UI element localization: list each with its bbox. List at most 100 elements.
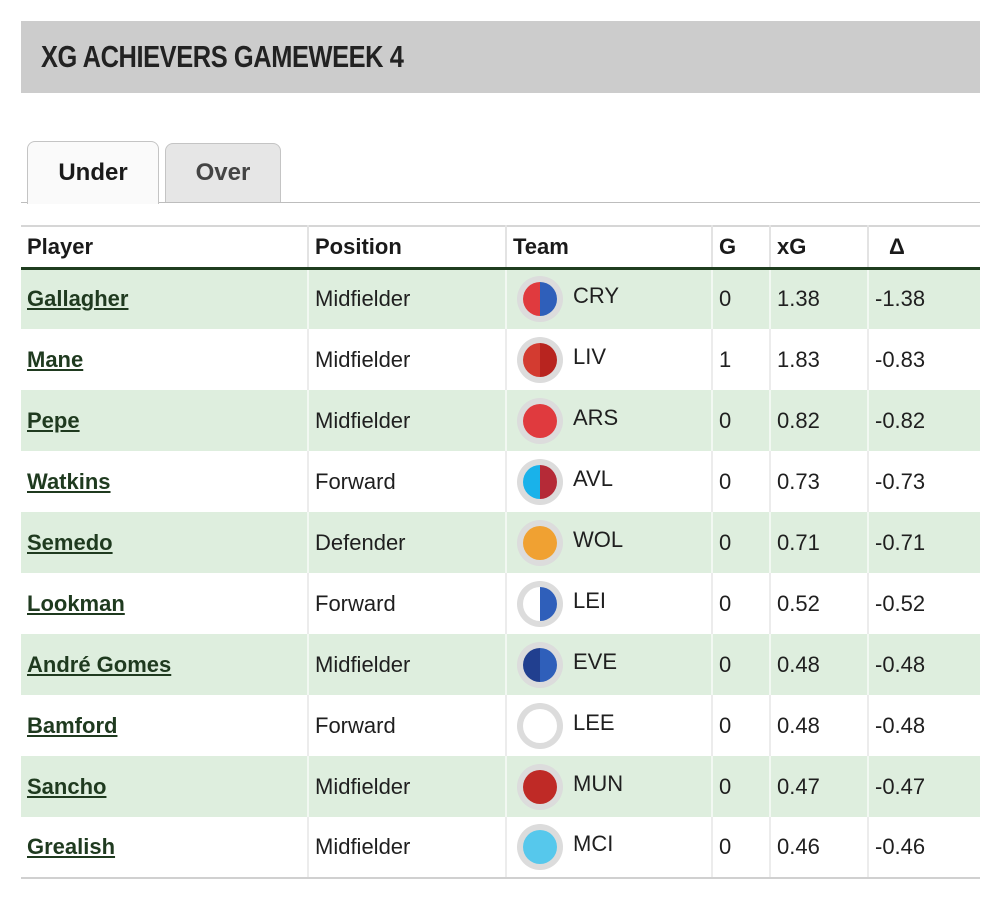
table-header-row: Player Position Team G xG Δ: [21, 225, 980, 270]
team-color-icon: [523, 647, 557, 682]
player-cell: Bamford: [21, 695, 309, 756]
team-cell: WOL: [506, 512, 713, 573]
table-row: Sancho Midfielder MUN 0 0.47 -0.47: [21, 756, 980, 817]
team-cell: MUN: [506, 756, 713, 817]
column-header-xg[interactable]: xG: [770, 225, 869, 270]
team-badge-icon: [517, 824, 563, 870]
xg-cell: 1.83: [770, 329, 869, 390]
player-link[interactable]: Bamford: [27, 712, 118, 738]
team-badge-icon: [517, 763, 563, 810]
team-badge-icon: [517, 702, 563, 749]
team-code: LEE: [573, 709, 615, 735]
team-cell: EVE: [506, 634, 713, 695]
player-cell: Sancho: [21, 756, 309, 817]
player-link[interactable]: Grealish: [27, 834, 116, 859]
position-cell: Forward: [308, 573, 507, 634]
xg-cell: 0.71: [770, 512, 869, 573]
position-cell: Midfielder: [308, 390, 507, 451]
delta-cell: -0.48: [875, 712, 926, 738]
player-cell: Mane: [21, 329, 309, 390]
player-link[interactable]: Pepe: [27, 407, 80, 433]
goals-cell: 0: [712, 817, 771, 879]
delta-cell: -0.83: [875, 346, 926, 372]
player-cell: André Gomes: [21, 634, 309, 695]
player-link[interactable]: Sancho: [27, 773, 107, 799]
column-header-goals[interactable]: G: [712, 225, 771, 270]
team-badge-icon: [517, 336, 563, 383]
position-cell: Midfielder: [308, 329, 507, 390]
delta-cell: -0.73: [875, 468, 926, 494]
team-badge-icon: [517, 641, 563, 688]
team-code: ARS: [573, 404, 619, 430]
position-cell: Midfielder: [308, 268, 507, 329]
player-link[interactable]: André Gomes: [27, 651, 172, 677]
tab-over[interactable]: Over: [165, 143, 281, 202]
delta-cell: -0.48: [875, 651, 926, 677]
tab-under[interactable]: Under: [27, 141, 159, 204]
team-color-icon: [523, 342, 557, 377]
goals-cell: 0: [712, 512, 771, 573]
player-link[interactable]: Mane: [27, 346, 84, 372]
team-cell: ARS: [506, 390, 713, 451]
team-badge-icon: [517, 276, 563, 323]
team-badge-icon: [517, 519, 563, 566]
delta-cell: -0.82: [875, 407, 926, 433]
delta-cell: -0.71: [875, 529, 926, 555]
team-code: AVL: [573, 465, 613, 491]
player-cell: Grealish: [21, 817, 309, 879]
goals-cell: 0: [712, 756, 771, 817]
player-link[interactable]: Gallagher: [27, 286, 129, 312]
team-color-icon: [523, 282, 557, 317]
column-header-player[interactable]: Player: [21, 225, 309, 270]
page-title: XG ACHIEVERS GAMEWEEK 4: [41, 39, 404, 74]
table-row: Gallagher Midfielder CRY 0 1.38 -1.38: [21, 268, 980, 329]
table-row: Bamford Forward LEE 0 0.48 -0.48: [21, 695, 980, 756]
team-cell: LEI: [506, 573, 713, 634]
team-cell: CRY: [506, 268, 713, 329]
position-cell: Midfielder: [308, 817, 507, 879]
team-code: CRY: [573, 283, 620, 309]
goals-cell: 0: [712, 390, 771, 451]
xg-cell: 0.47: [770, 756, 869, 817]
team-code: MUN: [573, 770, 624, 796]
table-row: Watkins Forward AVL 0 0.73 -0.73: [21, 451, 980, 512]
goals-cell: 0: [712, 573, 771, 634]
team-badge-icon: [517, 397, 563, 444]
position-cell: Forward: [308, 695, 507, 756]
player-link[interactable]: Watkins: [27, 468, 111, 494]
goals-cell: 1: [712, 329, 771, 390]
position-cell: Defender: [308, 512, 507, 573]
team-color-icon: [523, 769, 557, 804]
delta-cell: -0.46: [868, 817, 980, 879]
delta-cell: -1.38: [875, 286, 926, 312]
team-cell: MCI: [506, 817, 713, 879]
column-header-position[interactable]: Position: [308, 225, 507, 270]
table-row: Mane Midfielder LIV 1 1.83 -0.83: [21, 329, 980, 390]
title-bar: XG ACHIEVERS GAMEWEEK 4: [21, 21, 980, 93]
table-row: Semedo Defender WOL 0 0.71 -0.71: [21, 512, 980, 573]
position-cell: Forward: [308, 451, 507, 512]
tab-divider: [21, 202, 980, 203]
column-header-team[interactable]: Team: [506, 225, 713, 270]
xg-cell: 0.52: [770, 573, 869, 634]
table-row: André Gomes Midfielder EVE 0 0.48 -0.48: [21, 634, 980, 695]
xg-table: Player Position Team G xG Δ Gallagher Mid…: [21, 225, 980, 879]
player-link[interactable]: Semedo: [27, 529, 113, 555]
team-code: MCI: [573, 831, 614, 856]
player-cell: Gallagher: [21, 268, 309, 329]
table-row: Pepe Midfielder ARS 0 0.82 -0.82: [21, 390, 980, 451]
team-cell: LEE: [506, 695, 713, 756]
goals-cell: 0: [712, 634, 771, 695]
player-cell: Pepe: [21, 390, 309, 451]
player-link[interactable]: Lookman: [27, 590, 125, 616]
team-color-icon: [523, 830, 557, 864]
xg-cell: 0.73: [770, 451, 869, 512]
column-header-delta[interactable]: Δ: [868, 225, 980, 270]
xg-cell: 0.82: [770, 390, 869, 451]
player-cell: Lookman: [21, 573, 309, 634]
team-cell: LIV: [506, 329, 713, 390]
team-color-icon: [523, 403, 557, 438]
xg-cell: 0.46: [770, 817, 869, 879]
delta-cell: -0.52: [875, 590, 926, 616]
player-cell: Semedo: [21, 512, 309, 573]
